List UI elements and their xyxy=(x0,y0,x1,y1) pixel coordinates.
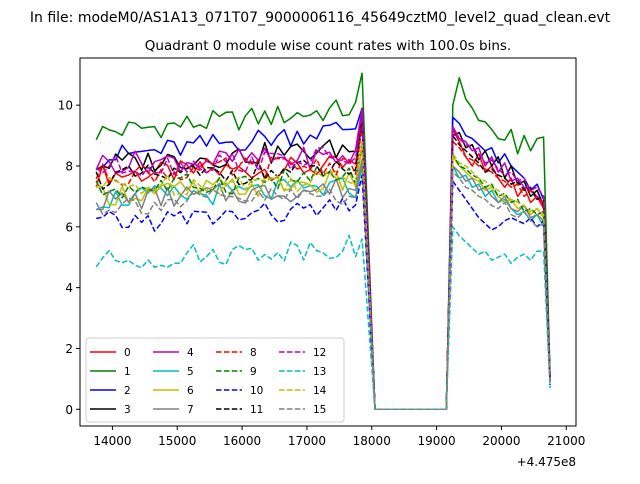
y-tick-label: 4 xyxy=(65,281,73,295)
legend-label: 4 xyxy=(187,347,194,359)
legend-label: 7 xyxy=(187,404,194,416)
legend-label: 1 xyxy=(124,366,131,378)
legend-label: 13 xyxy=(313,366,326,378)
y-tick-label: 8 xyxy=(65,159,73,173)
legend-frame xyxy=(85,337,345,423)
x-axis: 14000 15000 16000 17000 18000 19000 20000 21000 xyxy=(93,426,585,448)
legend-label: 8 xyxy=(250,347,257,359)
legend-label: 5 xyxy=(187,366,194,378)
series-line-3 xyxy=(95,116,551,411)
y-axis: 0 2 4 6 8 10 xyxy=(58,99,80,417)
x-tick-label: 15000 xyxy=(158,434,196,448)
legend-entry-8: 8 xyxy=(216,347,257,359)
legend-entry-6: 6 xyxy=(153,385,194,397)
legend-entry-11: 11 xyxy=(216,404,263,416)
series-line-14 xyxy=(96,140,551,411)
series-line-2 xyxy=(96,107,551,411)
legend-entry-15: 15 xyxy=(279,404,326,416)
series-line-9 xyxy=(95,140,551,411)
series-line-11 xyxy=(95,119,551,411)
legend-label: 15 xyxy=(313,404,326,416)
x-axis-offset-label: +4.475e8 xyxy=(517,455,576,469)
chart-title: Quadrant 0 module wise count rates with … xyxy=(145,38,511,54)
legend-label: 9 xyxy=(250,366,257,378)
legend-label: 14 xyxy=(313,385,327,397)
series-line-13 xyxy=(95,226,551,411)
legend-label: 2 xyxy=(124,385,131,397)
series-line-12 xyxy=(95,116,551,411)
legend-entry-5: 5 xyxy=(153,366,194,378)
legend-label: 6 xyxy=(187,385,194,397)
legend-entry-7: 7 xyxy=(153,404,194,416)
legend-entry-3: 3 xyxy=(90,404,131,416)
series-line-15 xyxy=(95,162,551,411)
legend-label: 11 xyxy=(250,404,263,416)
y-tick-label: 10 xyxy=(58,99,73,113)
y-tick-label: 0 xyxy=(65,403,73,417)
legend-label: 12 xyxy=(313,347,326,359)
legend-entry-0: 0 xyxy=(90,347,131,359)
x-tick-label: 17000 xyxy=(288,434,326,448)
legend-entry-12: 12 xyxy=(279,347,326,359)
series-layer xyxy=(95,72,551,411)
x-tick-label: 18000 xyxy=(353,434,391,448)
series-line-10 xyxy=(96,174,551,411)
legend-label: 0 xyxy=(124,347,131,359)
x-tick-label: 19000 xyxy=(418,434,456,448)
x-tick-label: 20000 xyxy=(482,434,520,448)
plot-frame xyxy=(79,57,577,427)
legend-entry-14: 14 xyxy=(279,385,327,397)
figure-suptitle: In file: modeM0/AS1A13_071T07_9000006116… xyxy=(30,10,611,26)
legend-entry-10: 10 xyxy=(216,385,263,397)
legend-label: 3 xyxy=(124,404,131,416)
series-line-7 xyxy=(96,159,551,411)
x-tick-label: 16000 xyxy=(223,434,261,448)
legend-entry-13: 13 xyxy=(279,366,326,378)
series-line-8 xyxy=(95,125,551,411)
legend-label: 10 xyxy=(250,385,263,397)
series-line-1 xyxy=(95,72,551,411)
x-tick-label: 14000 xyxy=(93,434,131,448)
y-tick-label: 6 xyxy=(65,220,73,234)
legend-entry-9: 9 xyxy=(216,366,257,378)
series-line-4 xyxy=(95,107,551,411)
legend-entry-4: 4 xyxy=(153,347,194,359)
legend-entry-2: 2 xyxy=(90,385,131,397)
y-tick-label: 2 xyxy=(65,342,73,356)
x-tick-label: 21000 xyxy=(547,434,585,448)
legend-entry-1: 1 xyxy=(90,366,131,378)
